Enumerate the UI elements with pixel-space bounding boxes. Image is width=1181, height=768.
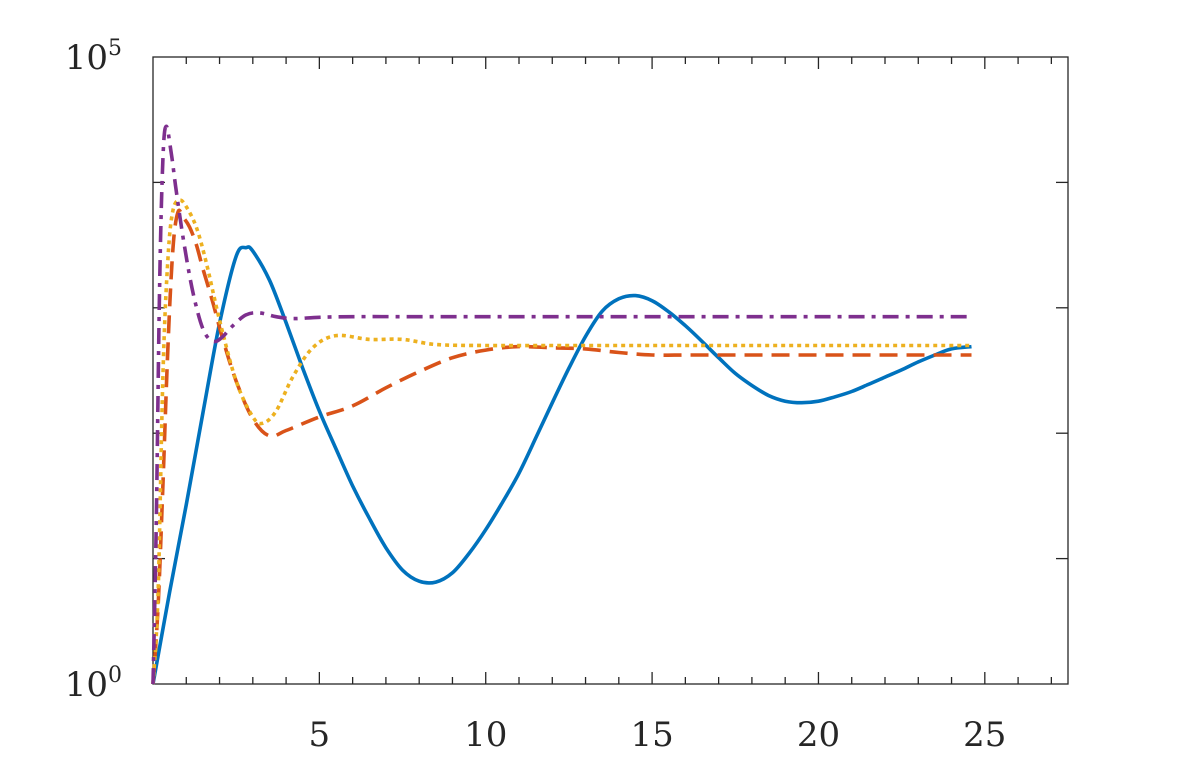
- x-tick-label: 20: [797, 715, 840, 755]
- x-tick-label: 10: [464, 715, 507, 755]
- x-tick-label: 5: [309, 715, 331, 755]
- series-line-4: [151, 124, 972, 685]
- series-line-2: [151, 208, 972, 685]
- series-layer: [151, 124, 972, 685]
- plot-frame: [152, 56, 1069, 685]
- y-tick-label: 105: [65, 36, 122, 78]
- x-tick-labels: 5 10 15 20 25: [309, 715, 1007, 755]
- series-line-3: [151, 198, 972, 685]
- y-tick-labels: 100 105: [65, 36, 122, 705]
- x-tick-label: 15: [630, 715, 673, 755]
- y-tick-label: 100: [65, 663, 122, 705]
- x-tick-label: 25: [963, 715, 1006, 755]
- axis-ticks: [153, 57, 1068, 684]
- series-line-1: [151, 245, 972, 685]
